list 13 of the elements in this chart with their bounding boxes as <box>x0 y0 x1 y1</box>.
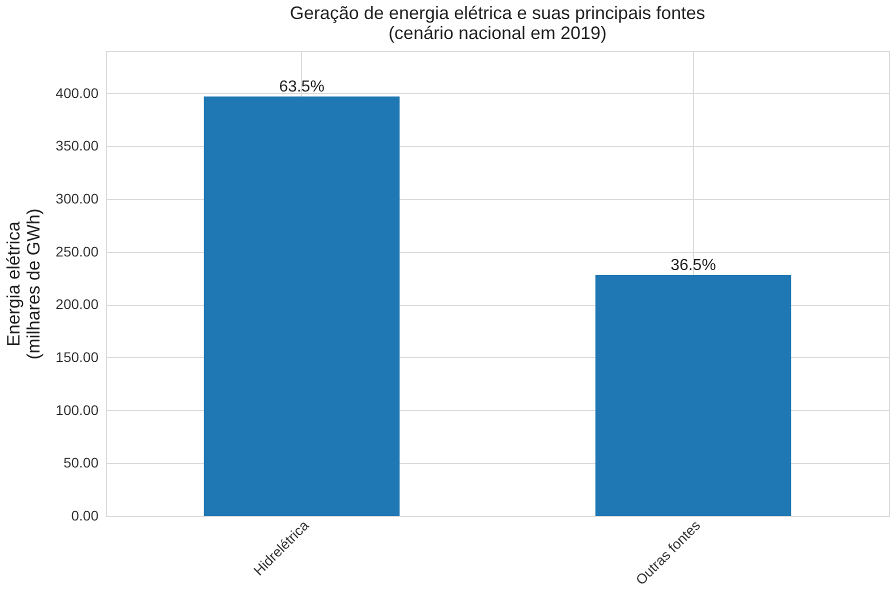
y-tick-label: 200.00 <box>56 296 99 312</box>
y-tick-label: 150.00 <box>56 348 99 365</box>
y-tick-label: 250.00 <box>56 243 99 260</box>
annotation: 63.5% <box>279 78 324 96</box>
y-tick-label: 300.00 <box>56 190 99 206</box>
annotation: 36.5% <box>670 257 716 274</box>
y-tick-label: 350.00 <box>56 138 99 154</box>
y-axis-title: Energia elétrica (milhares de GWh) <box>4 208 44 360</box>
y-tick-label: 0.00 <box>71 508 99 524</box>
y-tick-label: 100.00 <box>56 402 99 418</box>
chart-title: Geração de energia elétrica e suas principais fontes (cenário nacional em 2019) <box>290 3 706 43</box>
y-tick-label: 400.00 <box>56 84 99 101</box>
y-tick-label: 50.00 <box>63 454 99 471</box>
